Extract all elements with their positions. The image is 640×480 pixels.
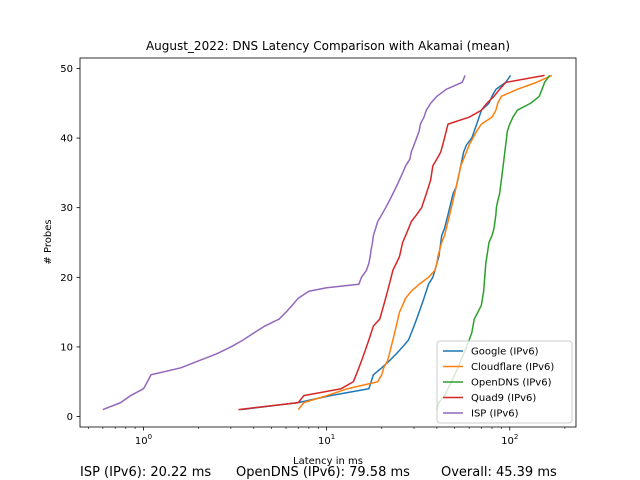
series-line-1 [297, 74, 553, 411]
y-tick-label: 20 [60, 273, 73, 284]
x-tick-label: 100 [135, 433, 152, 447]
x-tick-label: 102 [501, 433, 518, 447]
legend: Google (IPv6) Cloudflare (IPv6) OpenDNS (I… [436, 340, 573, 424]
footer-overall-mean: Overall: 45.39 ms [441, 465, 557, 480]
x-tick-label: 101 [318, 433, 335, 447]
y-tick-label: 10 [60, 342, 73, 353]
chart-title: August_2022: DNS Latency Comparison with… [146, 39, 510, 53]
legend-label: ISP (IPv6) [471, 409, 519, 420]
y-tick-label: 30 [60, 203, 73, 214]
series-line-0 [240, 74, 512, 411]
y-tick-label: 50 [60, 64, 73, 75]
series-line-3 [238, 74, 545, 411]
legend-label: OpenDNS (IPv6) [471, 378, 552, 389]
footer-opendns-mean: OpenDNS (IPv6): 79.58 ms [236, 465, 410, 480]
legend-box [436, 340, 573, 424]
x-axis-label: Latency in ms [293, 456, 363, 467]
y-tick-label: 40 [60, 134, 73, 145]
y-tick-label: 0 [67, 412, 73, 423]
legend-label: Quad9 (IPv6) [471, 393, 536, 404]
plot-frame [79, 57, 577, 428]
series-line-4 [102, 75, 466, 411]
legend-label: Google (IPv6) [471, 347, 539, 358]
y-axis-label: # Probes [43, 219, 54, 264]
legend-label: Cloudflare (IPv6) [471, 362, 554, 373]
footer-isp-mean: ISP (IPv6): 20.22 ms [80, 465, 212, 480]
